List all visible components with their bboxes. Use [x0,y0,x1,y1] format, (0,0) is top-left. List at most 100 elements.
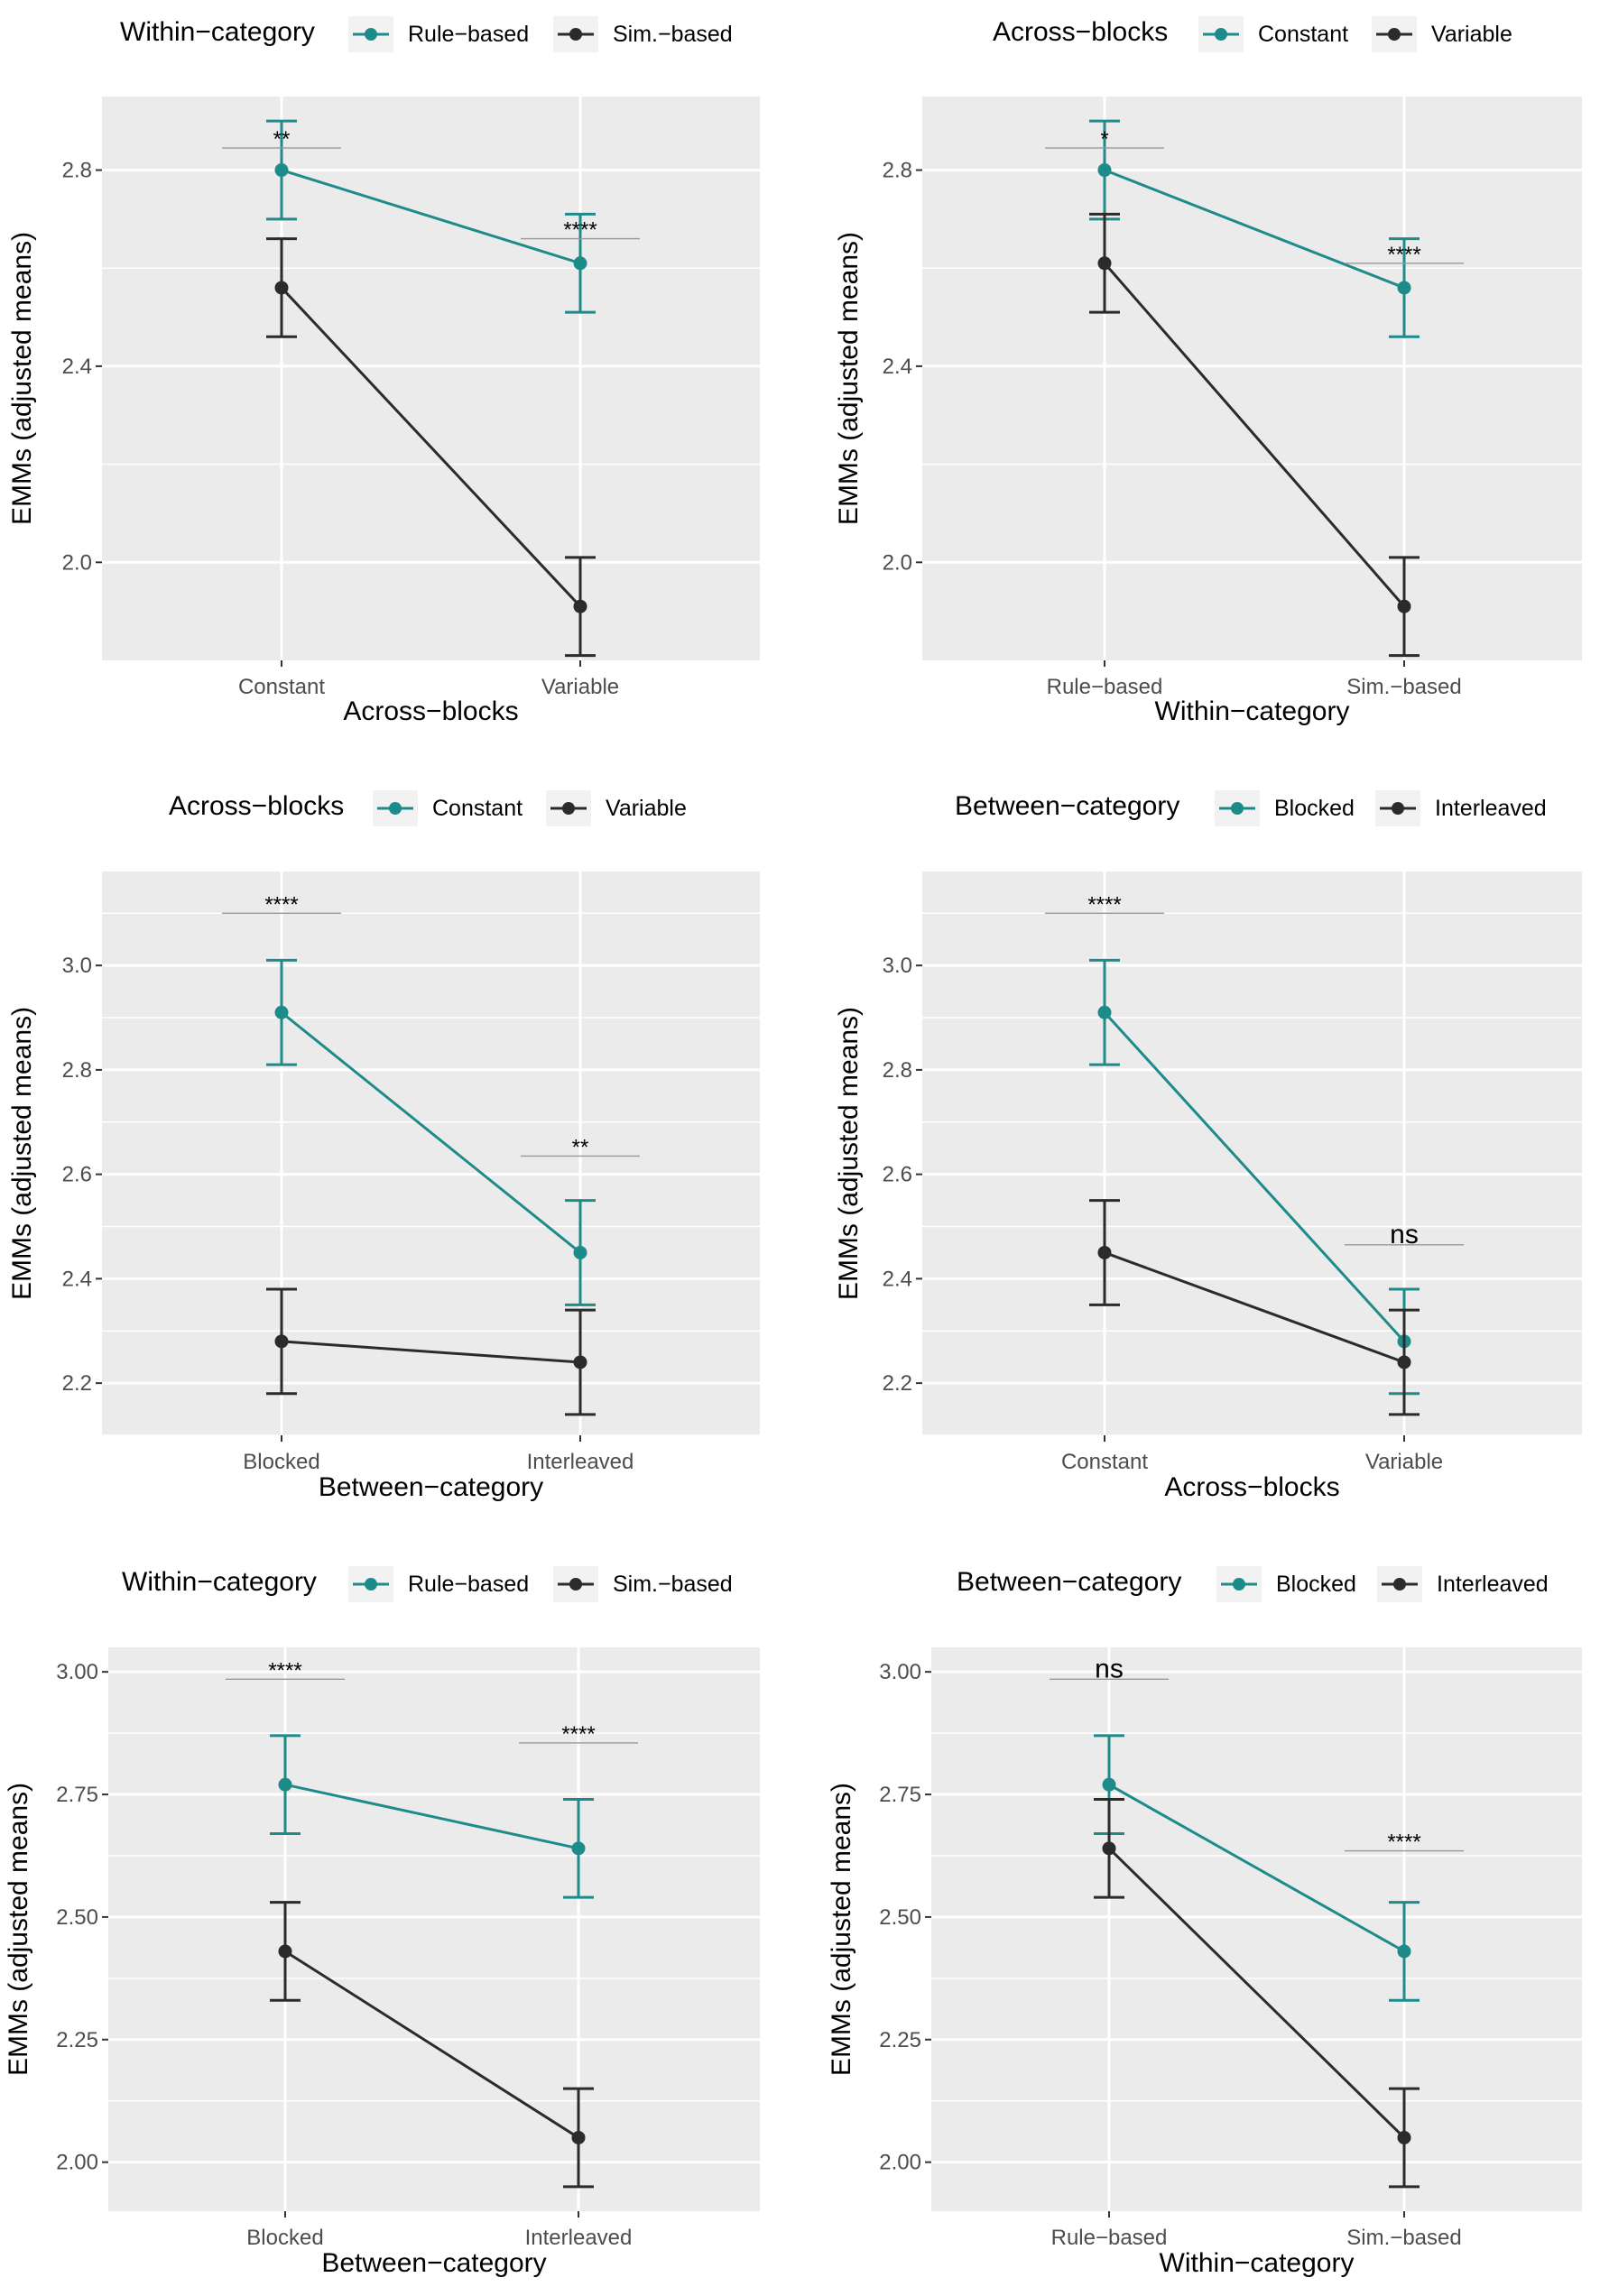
y-tick-label: 2.25 [56,2028,98,2052]
significance-label: ns [1390,1220,1419,1249]
y-tick-label: 2.50 [879,1905,921,1930]
data-point [274,1334,289,1349]
x-axis-title: Within−category [1155,696,1350,726]
series-line [1103,262,1406,608]
series-line [284,1950,579,2139]
data-point [274,281,289,295]
series-line [1107,1847,1406,2139]
legend-title: Between−category [957,1567,1181,1597]
series-line [284,1783,579,1850]
data-point [571,1841,586,1856]
y-tick-label: 2.0 [62,550,92,575]
significance-label: **** [1387,243,1420,267]
data-point [573,1355,587,1369]
significance-label: * [1100,127,1108,152]
y-tick-label: 2.4 [62,355,92,379]
x-tick-label: Constant [1061,1450,1148,1474]
panel-background [108,1647,760,2211]
legend: Across−blocks Constant Variable [993,16,1512,52]
significance-label: ns [1095,1654,1124,1683]
x-tick-label: Variable [541,675,619,699]
legend-key-point [1233,1578,1245,1591]
significance-label: ** [572,1135,589,1159]
data-point [274,1005,289,1019]
legend: Within−category Rule−based Sim.−based [120,16,733,52]
data-point [1102,1841,1116,1856]
x-tick-label: Interleaved [527,1450,634,1474]
legend-key-point [1388,28,1401,41]
y-axis-title: EMMs (adjusted means) [834,1007,864,1300]
significance-label: ** [273,127,291,152]
series-line [280,286,582,608]
legend-label: Sim.−based [613,1572,733,1597]
y-tick-label: 3.0 [883,954,912,978]
y-tick-label: 2.6 [883,1163,912,1187]
panel-background [931,1647,1582,2211]
data-point [1397,1944,1411,1959]
x-tick-label: Constant [238,675,325,699]
legend-title: Within−category [120,17,315,47]
x-tick-label: Sim.−based [1346,675,1461,699]
legend-key-point [1393,1578,1406,1591]
significance-label: **** [264,892,298,917]
series-line [1103,1011,1406,1342]
x-axis-title: Within−category [1160,2248,1355,2278]
data-point [278,1944,292,1959]
legend-label: Constant [432,796,523,821]
data-point [278,1777,292,1792]
panel-background [922,871,1582,1435]
legend-title: Across−blocks [993,17,1168,47]
y-tick-label: 3.0 [62,954,92,978]
legend: Between−category Blocked Interleaved [957,1566,1549,1602]
significance-label: **** [561,1722,595,1747]
y-tick-label: 2.00 [56,2151,98,2175]
legend: Within−category Rule−based Sim.−based [122,1566,733,1602]
y-axis-title: EMMs (adjusted means) [7,1007,37,1300]
y-tick-label: 2.8 [62,159,92,183]
y-tick-label: 2.8 [883,1058,912,1083]
y-tick-label: 2.2 [62,1371,92,1396]
legend-label: Interleaved [1435,796,1547,821]
legend-key-point [569,1578,582,1591]
panel-background [922,97,1582,660]
legend-label: Interleaved [1437,1572,1549,1597]
x-tick-label: Rule−based [1051,2226,1168,2250]
data-point [1097,1005,1112,1019]
x-axis-title: Between−category [319,1472,543,1502]
legend-key-point [1215,28,1227,41]
y-axis-title: EMMs (adjusted means) [4,1783,33,2076]
legend-key-point [562,802,575,815]
y-tick-label: 2.8 [62,1058,92,1083]
significance-label: **** [268,1658,301,1683]
data-point [1097,256,1112,271]
data-point [1397,2130,1411,2144]
y-tick-label: 2.6 [62,1163,92,1187]
chart-panel-4: 2.2 2.4 2.6 2.8 3.0 Constant Variable **** ns Acr… [834,790,1582,1502]
x-axis-title: Across−blocks [343,696,518,726]
x-tick-label: Variable [1365,1450,1443,1474]
legend-label: Sim.−based [613,22,733,47]
y-tick-label: 2.25 [879,2028,921,2052]
legend-title: Across−blocks [169,791,344,821]
series-line [1104,1251,1405,1364]
data-point [573,256,587,271]
data-point [1097,1245,1112,1259]
chart-panel-6: 2.00 2.25 2.50 2.75 3.00 Rule−based Sim.−based… [827,1566,1582,2278]
significance-label: **** [1087,892,1121,917]
data-point [274,163,289,178]
legend-key-point [365,1578,377,1591]
y-tick-label: 2.4 [883,1267,912,1291]
legend-key-point [569,28,582,41]
legend: Across−blocks Constant Variable [169,790,687,826]
legend-label: Constant [1258,22,1348,47]
x-tick-label: Blocked [246,2226,323,2250]
y-tick-label: 2.0 [883,550,912,575]
y-tick-label: 3.00 [879,1660,921,1684]
legend-key-point [365,28,377,41]
x-tick-label: Interleaved [525,2226,633,2250]
legend-label: Rule−based [408,22,529,47]
